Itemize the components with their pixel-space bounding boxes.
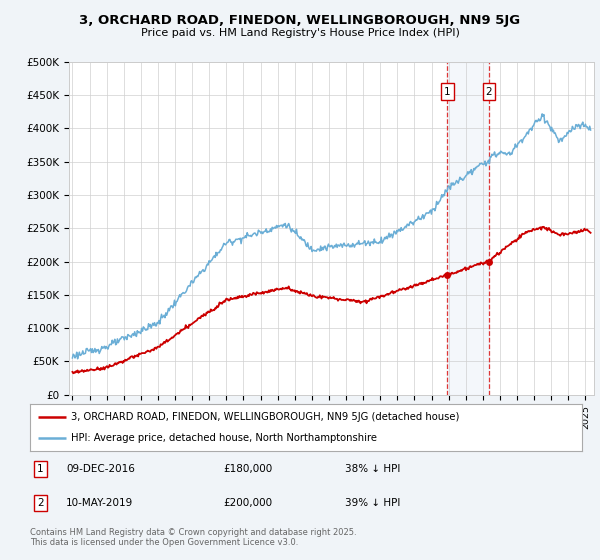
- Text: 39% ↓ HPI: 39% ↓ HPI: [344, 498, 400, 507]
- Text: HPI: Average price, detached house, North Northamptonshire: HPI: Average price, detached house, Nort…: [71, 433, 377, 444]
- Text: 1: 1: [444, 87, 451, 96]
- Text: 2: 2: [485, 87, 493, 96]
- Text: 3, ORCHARD ROAD, FINEDON, WELLINGBOROUGH, NN9 5JG: 3, ORCHARD ROAD, FINEDON, WELLINGBOROUGH…: [79, 14, 521, 27]
- Text: 2: 2: [37, 498, 44, 507]
- Text: 1: 1: [37, 464, 44, 474]
- Text: 09-DEC-2016: 09-DEC-2016: [66, 464, 135, 474]
- Text: £200,000: £200,000: [223, 498, 272, 507]
- Text: Price paid vs. HM Land Registry's House Price Index (HPI): Price paid vs. HM Land Registry's House …: [140, 28, 460, 38]
- Text: 38% ↓ HPI: 38% ↓ HPI: [344, 464, 400, 474]
- Text: 3, ORCHARD ROAD, FINEDON, WELLINGBOROUGH, NN9 5JG (detached house): 3, ORCHARD ROAD, FINEDON, WELLINGBOROUGH…: [71, 412, 460, 422]
- Text: £180,000: £180,000: [223, 464, 272, 474]
- Bar: [448, 62, 489, 395]
- Text: 10-MAY-2019: 10-MAY-2019: [66, 498, 133, 507]
- Text: Contains HM Land Registry data © Crown copyright and database right 2025.
This d: Contains HM Land Registry data © Crown c…: [30, 528, 356, 547]
